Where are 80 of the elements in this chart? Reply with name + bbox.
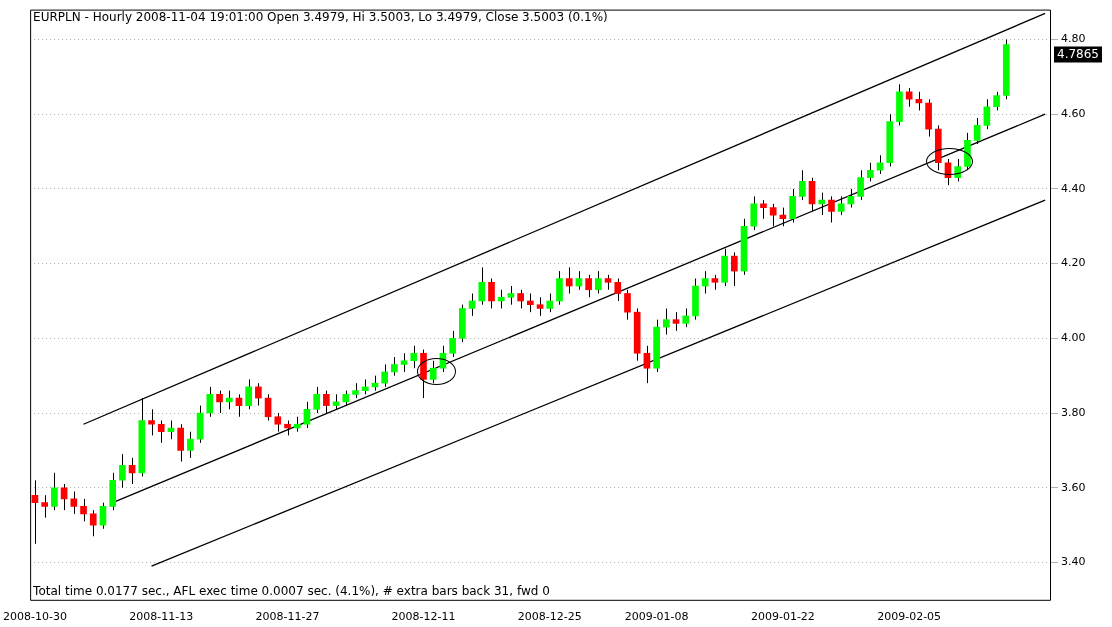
candlestick [818, 192, 826, 216]
candlestick [643, 345, 651, 384]
candlestick [517, 289, 524, 309]
candlestick [507, 285, 515, 306]
candlestick [789, 188, 796, 224]
candlestick [866, 162, 874, 182]
candlestick [313, 386, 320, 414]
x-tick-label: 2009-01-22 [750, 610, 815, 624]
y-tick-label: 3.40 [1061, 555, 1086, 569]
candlestick [536, 296, 544, 317]
candlestick [148, 408, 155, 436]
candlestick [983, 98, 991, 130]
candlestick [187, 431, 194, 459]
candlestick [488, 278, 495, 309]
candlestick [89, 509, 97, 537]
candlestick [429, 360, 437, 384]
x-tick-label: 2008-11-27 [255, 610, 320, 624]
candlestick [303, 401, 311, 429]
x-tick-label: 2008-10-30 [3, 610, 67, 624]
chart-title: EURPLN - Hourly 2008-11-04 19:01:00 Open 3.4979, Hi 3.5003, Lo 3.4979, Close 3.5003 (0.1%) [33, 9, 608, 24]
candlestick [565, 266, 573, 294]
candlestick [769, 203, 777, 227]
candlestick [70, 490, 78, 515]
candlestick [750, 195, 758, 231]
candlestick [730, 251, 738, 287]
candlestick [808, 177, 816, 212]
y-tick-label: 4.40 [1061, 181, 1086, 195]
candlestick [585, 274, 592, 298]
x-tick-label: 2009-02-05 [877, 610, 942, 624]
candlestick [663, 307, 670, 336]
x-tick-label: 2008-12-25 [517, 610, 582, 624]
candlestick [973, 117, 981, 145]
y-tick-label: 4.80 [1061, 32, 1086, 46]
annotation: Total time 0.0177 sec., AFL exec time 0.0007 sec. (4.1%), # extra bars back 31, fwd 0 [32, 583, 550, 598]
candlestick [177, 423, 184, 463]
y-tick-label: 4.20 [1061, 256, 1086, 270]
candlestick [119, 453, 126, 489]
candlestick [449, 330, 456, 358]
candlestick [391, 356, 398, 377]
candlestick [274, 412, 282, 433]
x-tick-label: 2008-12-11 [391, 610, 456, 624]
y-tick-label: 3.60 [1061, 480, 1086, 494]
candlestick [41, 494, 49, 519]
candlestick [400, 352, 408, 373]
candlestick [828, 195, 835, 224]
candlestick [80, 498, 87, 522]
candlestick [381, 363, 388, 388]
candlestick [672, 311, 680, 332]
candlestick [595, 270, 602, 294]
candlestick [323, 390, 330, 414]
candlestick [410, 345, 418, 369]
candlestick [60, 483, 68, 511]
text: 4.7865 [1057, 46, 1099, 61]
candlestick [760, 199, 767, 220]
x-tick-label: 2008-11-13 [129, 610, 194, 624]
candlestick [546, 292, 554, 313]
candlestick [993, 91, 1000, 111]
y-tick-label: 3.80 [1061, 405, 1086, 419]
candlestick [157, 420, 165, 444]
candlestick [225, 390, 233, 410]
candlestick [255, 382, 262, 407]
candlestick [556, 270, 563, 306]
candlestick [614, 278, 622, 302]
candlestick [876, 154, 884, 175]
candlestick [51, 472, 58, 511]
candlestick [497, 289, 505, 309]
candlestick [905, 87, 913, 108]
candlestick [216, 390, 223, 414]
y-tick-label: 4.60 [1061, 107, 1086, 121]
candlestick [701, 270, 709, 294]
candlestick [206, 386, 214, 418]
candlestick [798, 169, 806, 201]
candlestick [478, 266, 486, 306]
candlestick [624, 289, 631, 321]
y-tick-label: 4.00 [1061, 331, 1086, 345]
x-tick-label: 2009-01-08 [624, 610, 689, 624]
candlestick [857, 169, 864, 201]
candlestick [682, 307, 690, 328]
candlestick [527, 292, 534, 313]
candlestick [245, 378, 252, 410]
